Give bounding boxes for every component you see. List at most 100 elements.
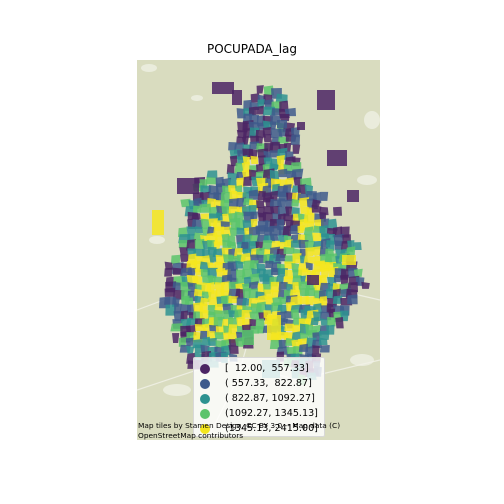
census-tract — [303, 255, 316, 264]
census-tract — [270, 205, 280, 215]
census-tract — [236, 227, 247, 235]
census-tract — [199, 309, 209, 319]
census-tract — [248, 106, 257, 116]
census-tract — [265, 260, 274, 269]
census-tract — [334, 240, 343, 250]
census-tract — [207, 337, 217, 346]
census-tract — [250, 155, 259, 164]
census-tract — [187, 267, 197, 276]
census-tract — [269, 169, 280, 181]
census-tract — [235, 260, 244, 269]
census-tract — [319, 345, 330, 353]
census-tract — [235, 288, 245, 299]
census-tract — [214, 332, 224, 340]
census-tract — [319, 296, 328, 307]
attribution-line-2: OpenStreetMap contributors — [138, 431, 244, 440]
legend-label-4: (1092.27, 1345.13] — [225, 408, 318, 419]
legend-item: (1345.13, 2415.00] — [200, 421, 318, 436]
census-tract — [164, 261, 174, 270]
map-canvas[interactable] — [137, 60, 380, 440]
census-tract — [262, 240, 273, 250]
census-tract — [305, 262, 313, 271]
census-tract — [290, 168, 304, 179]
census-tract — [172, 333, 180, 344]
census-tract — [262, 127, 273, 136]
census-tract — [284, 310, 293, 319]
census-tract — [283, 213, 296, 222]
census-tract — [284, 198, 294, 209]
census-tract — [186, 226, 197, 236]
census-tract — [240, 241, 250, 251]
legend-item: ( 557.33, 822.87] — [200, 376, 312, 391]
census-tract — [276, 154, 285, 165]
census-tract — [241, 161, 251, 173]
legend-item: (1092.27, 1345.13] — [200, 406, 318, 421]
census-tract — [339, 274, 349, 285]
census-tract — [262, 120, 273, 129]
census-tract — [227, 261, 238, 272]
census-tract — [242, 330, 254, 345]
census-tract — [277, 198, 286, 208]
census-tract — [298, 268, 309, 276]
census-tract — [292, 144, 301, 154]
census-tract — [275, 93, 288, 103]
census-tract — [320, 191, 329, 201]
census-tract — [256, 200, 265, 208]
census-tract — [347, 190, 359, 202]
census-tract — [285, 206, 293, 215]
census-tract — [236, 197, 247, 209]
census-tract — [191, 219, 203, 229]
census-tract — [200, 344, 210, 352]
census-tract — [307, 275, 319, 285]
census-tract — [297, 184, 308, 194]
census-tract — [177, 178, 199, 194]
census-tract — [271, 108, 280, 116]
census-tract — [325, 240, 335, 251]
census-tract — [255, 301, 267, 314]
census-tract — [269, 150, 280, 158]
census-tract — [257, 325, 265, 334]
census-tract — [320, 318, 329, 326]
census-tract — [255, 225, 266, 235]
census-tract — [290, 224, 300, 234]
census-tract — [199, 191, 210, 202]
legend-marker-1 — [200, 363, 210, 374]
choropleth-layer[interactable] — [152, 82, 370, 385]
census-tract — [178, 336, 187, 347]
census-tract — [278, 339, 287, 349]
census-tract — [174, 303, 182, 314]
census-tract — [290, 309, 300, 319]
census-tract — [186, 239, 196, 251]
census-tract — [312, 345, 320, 354]
attribution: Map tiles by Stamen Design, CC BY 3.0 --… — [138, 421, 378, 441]
legend-label-1: [ 12.00, 557.33] — [225, 363, 309, 374]
census-tract — [282, 225, 292, 237]
census-tract — [275, 254, 286, 262]
census-tract — [278, 168, 288, 178]
census-tract — [297, 122, 305, 130]
census-tract — [312, 232, 322, 242]
census-tract — [318, 330, 330, 340]
census-tract — [232, 90, 242, 105]
census-tract — [213, 316, 225, 327]
census-tract — [292, 253, 302, 264]
census-tract — [208, 253, 217, 263]
census-tract — [202, 323, 211, 333]
census-tract — [184, 297, 194, 305]
legend-marker-5 — [200, 423, 210, 434]
census-tract — [235, 219, 246, 231]
census-tract — [152, 210, 164, 235]
census-tract — [324, 253, 339, 265]
legend-label-2: ( 557.33, 822.87] — [225, 378, 312, 389]
census-tract — [291, 198, 300, 207]
census-tract — [195, 226, 204, 234]
census-tract — [277, 120, 287, 128]
census-tract — [347, 294, 358, 305]
census-tract — [299, 197, 310, 207]
census-tract — [327, 317, 336, 327]
census-tract — [305, 296, 315, 306]
census-tract — [353, 268, 363, 277]
legend-label-5: (1345.13, 2415.00] — [225, 423, 318, 434]
census-tract — [215, 212, 224, 223]
census-tract — [290, 240, 301, 248]
